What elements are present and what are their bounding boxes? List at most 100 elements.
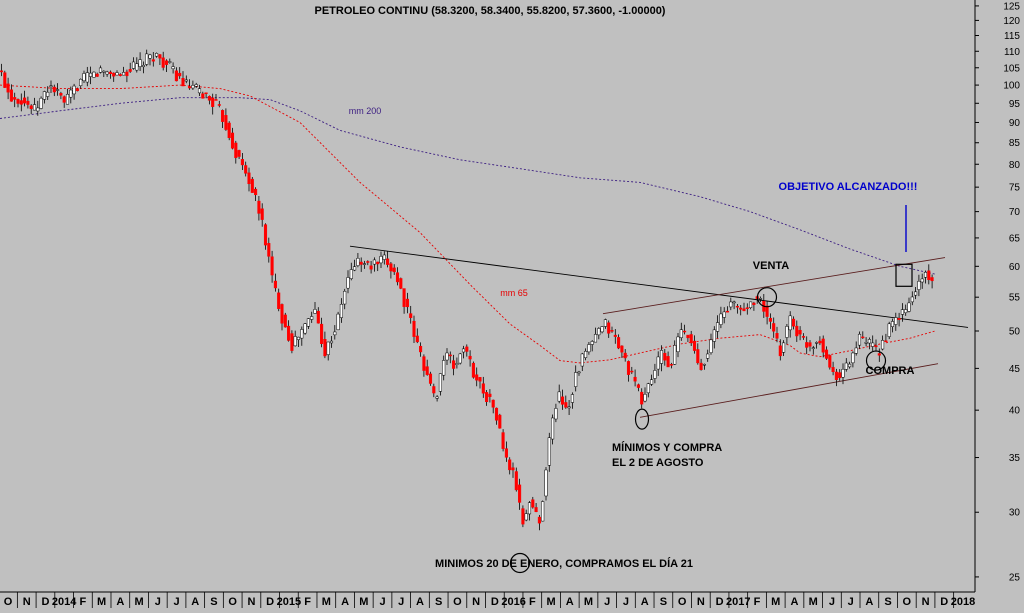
candle-body: [854, 347, 858, 354]
candle-body: [204, 92, 208, 95]
annotation-label: MINIMOS 20 DE ENERO, COMPRAMOS EL DÍA 21: [435, 557, 693, 570]
candle-body: [131, 61, 136, 69]
candle-body: [343, 290, 347, 305]
candle-body: [362, 263, 367, 265]
x-tick-label: A: [341, 596, 349, 608]
candle-body: [504, 448, 508, 458]
x-tick-label: M: [322, 596, 331, 608]
candle-body: [29, 105, 33, 110]
candle-body: [395, 272, 400, 283]
candle-body: [323, 339, 327, 357]
candle-body: [191, 85, 195, 89]
moving-averages: [0, 84, 936, 364]
y-tick-label: 60: [1009, 262, 1021, 273]
candle-body: [349, 269, 353, 279]
candle-body: [811, 347, 815, 349]
candle-body: [831, 367, 835, 372]
candle-body: [171, 66, 175, 70]
candle-body: [115, 72, 119, 76]
candle-body: [712, 329, 716, 342]
candle-body: [336, 313, 340, 331]
candle-body: [617, 337, 621, 349]
candle-body: [207, 96, 211, 101]
candle-body: [217, 104, 221, 106]
x-tick-label: A: [191, 596, 199, 608]
x-tick-label: N: [247, 596, 255, 608]
candle-body: [300, 329, 304, 339]
candle-body: [686, 334, 690, 339]
candle-body: [250, 178, 254, 193]
candle-body: [356, 257, 360, 266]
y-tick-label: 35: [1009, 453, 1021, 464]
markers: [509, 205, 913, 574]
candle-body: [669, 364, 673, 366]
x-tick-label: M: [546, 596, 555, 608]
candle-body: [303, 323, 307, 334]
candle-body: [184, 79, 188, 82]
y-tick-label: 70: [1009, 207, 1021, 218]
x-tick-label: O: [228, 596, 237, 608]
candle-body: [452, 360, 456, 369]
candle-body: [702, 363, 706, 366]
candle-body: [108, 71, 112, 74]
candle-body: [3, 72, 7, 88]
y-tick-label: 100: [1003, 81, 1020, 92]
square-marker: [895, 263, 913, 287]
candle-body: [722, 311, 726, 318]
candle-body: [138, 59, 142, 67]
candle-body: [834, 371, 838, 380]
candle-body: [247, 172, 251, 185]
x-tick-label: M: [771, 596, 780, 608]
y-tick-label: 110: [1004, 47, 1020, 58]
candle-body: [409, 313, 413, 318]
candle-body: [75, 88, 79, 92]
candle-body: [521, 508, 525, 525]
candle-body: [49, 85, 53, 87]
x-tick-label: J: [379, 596, 385, 608]
candle-body: [461, 348, 466, 353]
candle-body: [706, 353, 710, 359]
candle-body: [194, 84, 198, 87]
y-tick-label: 90: [1009, 118, 1021, 129]
candle-body: [597, 328, 601, 336]
series-mm-65: [0, 84, 936, 364]
candle-body: [890, 321, 895, 327]
x-tick-label: J: [155, 596, 161, 608]
candle-body: [900, 309, 904, 315]
candle-body: [56, 89, 60, 91]
candle-body: [805, 342, 809, 348]
x-tick-label: D: [41, 596, 49, 608]
x-tick-label: 2018: [951, 596, 975, 608]
candle-body: [224, 115, 228, 130]
circle-marker: [509, 552, 531, 574]
candle-body: [287, 325, 291, 341]
candle-body: [425, 366, 429, 375]
y-tick-label: 120: [1003, 16, 1020, 27]
candle-body: [369, 265, 373, 270]
candle-body: [626, 361, 631, 375]
candle-body: [643, 393, 647, 402]
candle-body: [914, 291, 918, 296]
candle-body: [709, 339, 713, 353]
candle-body: [623, 352, 627, 359]
candle-body: [663, 352, 667, 361]
candle-body: [273, 280, 277, 289]
candle-body: [174, 70, 178, 82]
x-tick-label: D: [491, 596, 499, 608]
candle-body: [475, 374, 479, 381]
annotation-label: mm 65: [500, 288, 528, 298]
candle-body: [818, 340, 822, 344]
candle-body: [0, 70, 4, 73]
candle-body: [16, 98, 20, 104]
annotation-label: EL 2 DE AGOSTO: [612, 457, 704, 469]
candle-body: [178, 72, 182, 77]
candle-body: [105, 71, 109, 75]
candle-body: [415, 335, 419, 343]
candle-body: [485, 392, 489, 403]
candle-body: [508, 459, 512, 471]
candle-body: [422, 356, 426, 371]
candle-body: [125, 71, 129, 77]
candle-body: [666, 356, 670, 368]
x-tick-label: J: [848, 596, 854, 608]
candle-body: [838, 372, 842, 379]
